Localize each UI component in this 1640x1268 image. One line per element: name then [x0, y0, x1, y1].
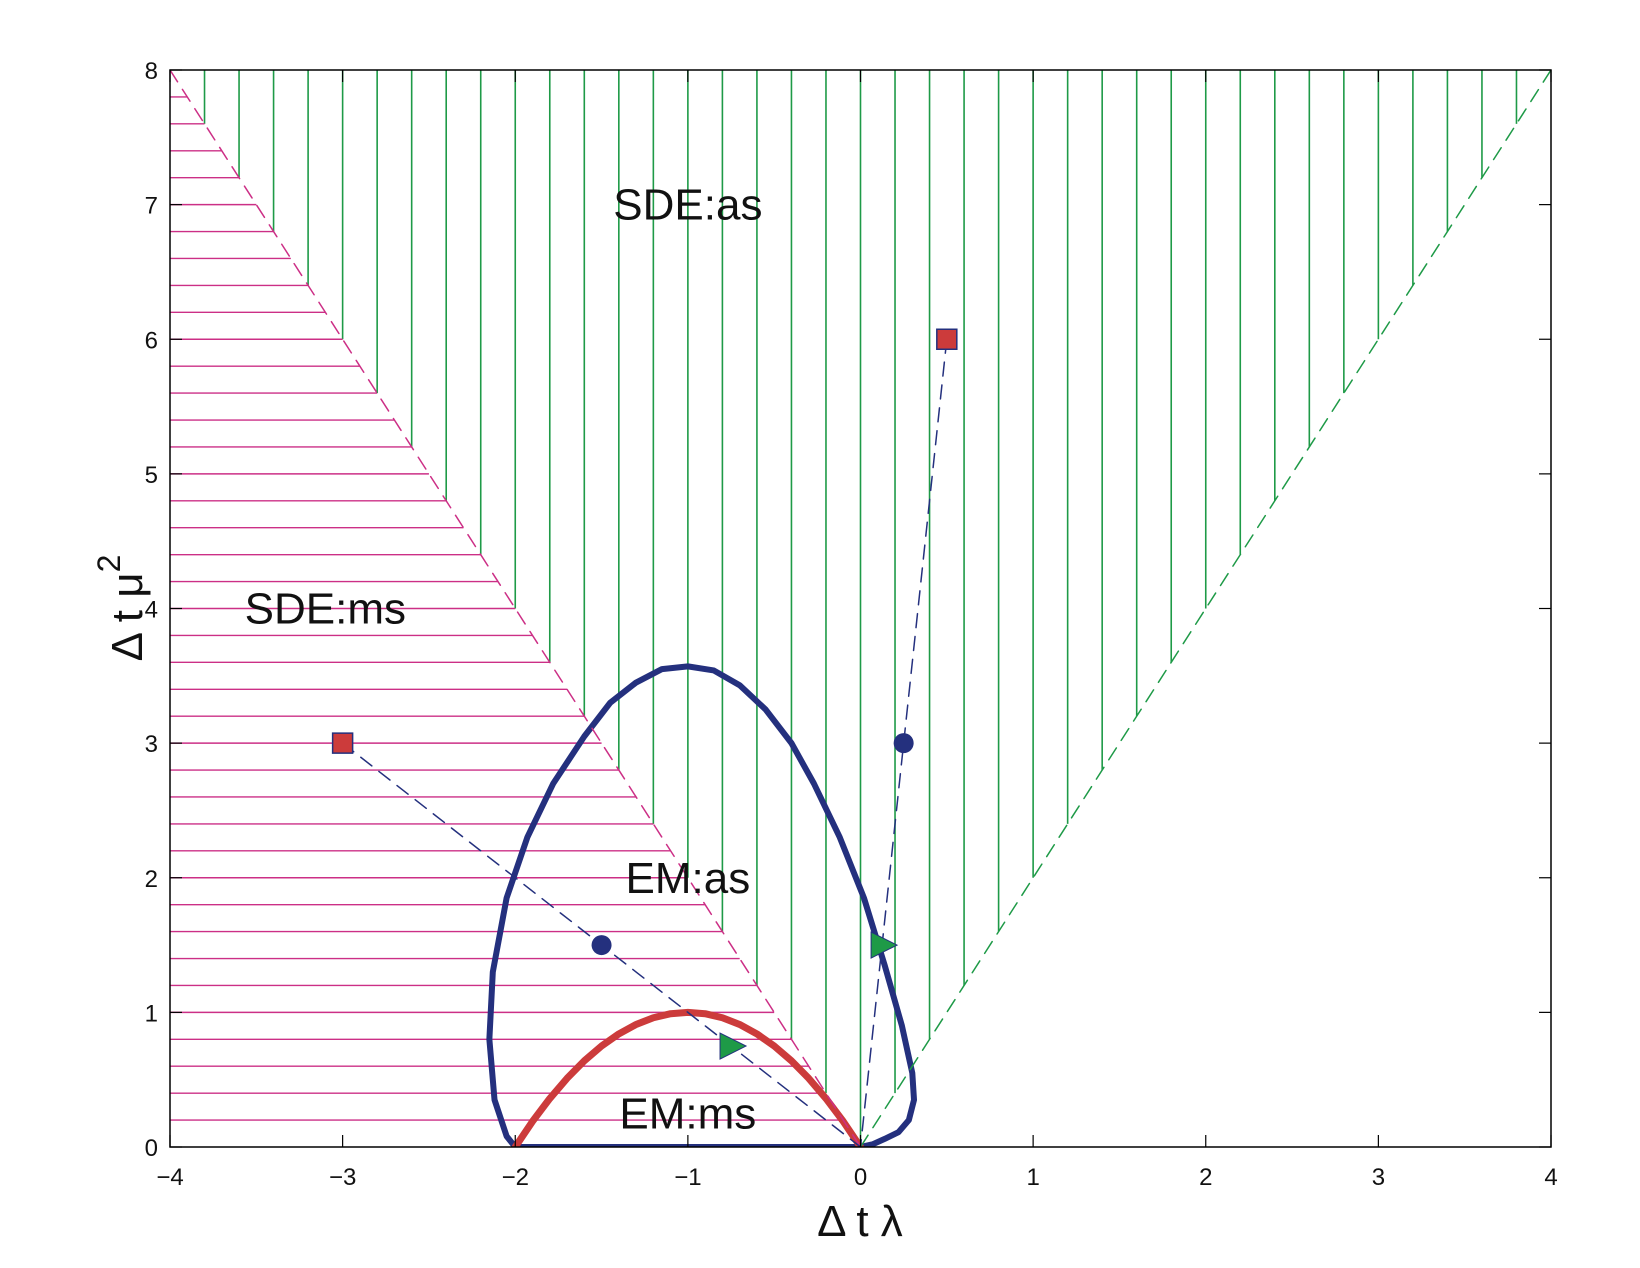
y-tick-label: 4: [145, 597, 158, 624]
x-tick-label: 4: [1544, 1164, 1557, 1191]
y-tick-label: 1: [145, 1000, 158, 1027]
region-label-em-as: EM:as: [626, 854, 751, 903]
x-tick-label: −2: [502, 1164, 529, 1191]
x-tick-label: 3: [1372, 1164, 1385, 1191]
x-tick-label: 2: [1199, 1164, 1212, 1191]
x-tick-label: −4: [156, 1164, 183, 1191]
circle-marker: [893, 733, 914, 754]
markers: [331, 328, 958, 1060]
region-label-em-ms: EM:ms: [619, 1089, 756, 1138]
y-axis-title: Δ t μ2: [91, 555, 152, 662]
y-tick-label: 3: [145, 731, 158, 758]
svg-text:Δ t μ2: Δ t μ2: [91, 555, 152, 662]
axis-ticks: −4 −3 −2 −1 0 1 2 3 4 0 1 2 3 4 5 6 7 8: [145, 58, 1558, 1191]
y-axis-title-superscript: 2: [91, 555, 127, 573]
triangle-marker: [870, 931, 899, 959]
x-tick-label: −1: [674, 1164, 701, 1191]
y-tick-label: 8: [145, 58, 158, 85]
y-tick-label: 7: [145, 193, 158, 220]
x-tick-label: 0: [854, 1164, 867, 1191]
x-tick-label: −3: [329, 1164, 356, 1191]
hatch-fills: [170, 70, 1518, 1147]
triangle-marker: [719, 1032, 748, 1060]
path-2-line: [859, 338, 948, 1147]
region-labels: SDE:as SDE:ms EM:as EM:ms: [245, 181, 763, 1139]
sde-ms-boundary-line: [170, 70, 862, 1147]
region-label-sde-ms: SDE:ms: [245, 585, 406, 634]
x-axis-title: Δ t λ: [817, 1197, 903, 1246]
em-as-boundary-line: [486, 663, 918, 1147]
y-tick-label: 2: [145, 866, 158, 893]
y-axis-title-base: Δ t μ: [103, 572, 152, 661]
y-tick-label: 6: [145, 327, 158, 354]
x-tick-label: 1: [1026, 1164, 1039, 1191]
region-label-sde-as: SDE:as: [613, 181, 762, 230]
y-tick-label: 5: [145, 462, 158, 489]
circle-marker: [591, 935, 612, 956]
square-marker: [331, 732, 354, 754]
y-tick-label: 0: [145, 1135, 158, 1162]
square-marker: [936, 328, 958, 350]
sde-as-boundary-line: [859, 70, 1551, 1147]
